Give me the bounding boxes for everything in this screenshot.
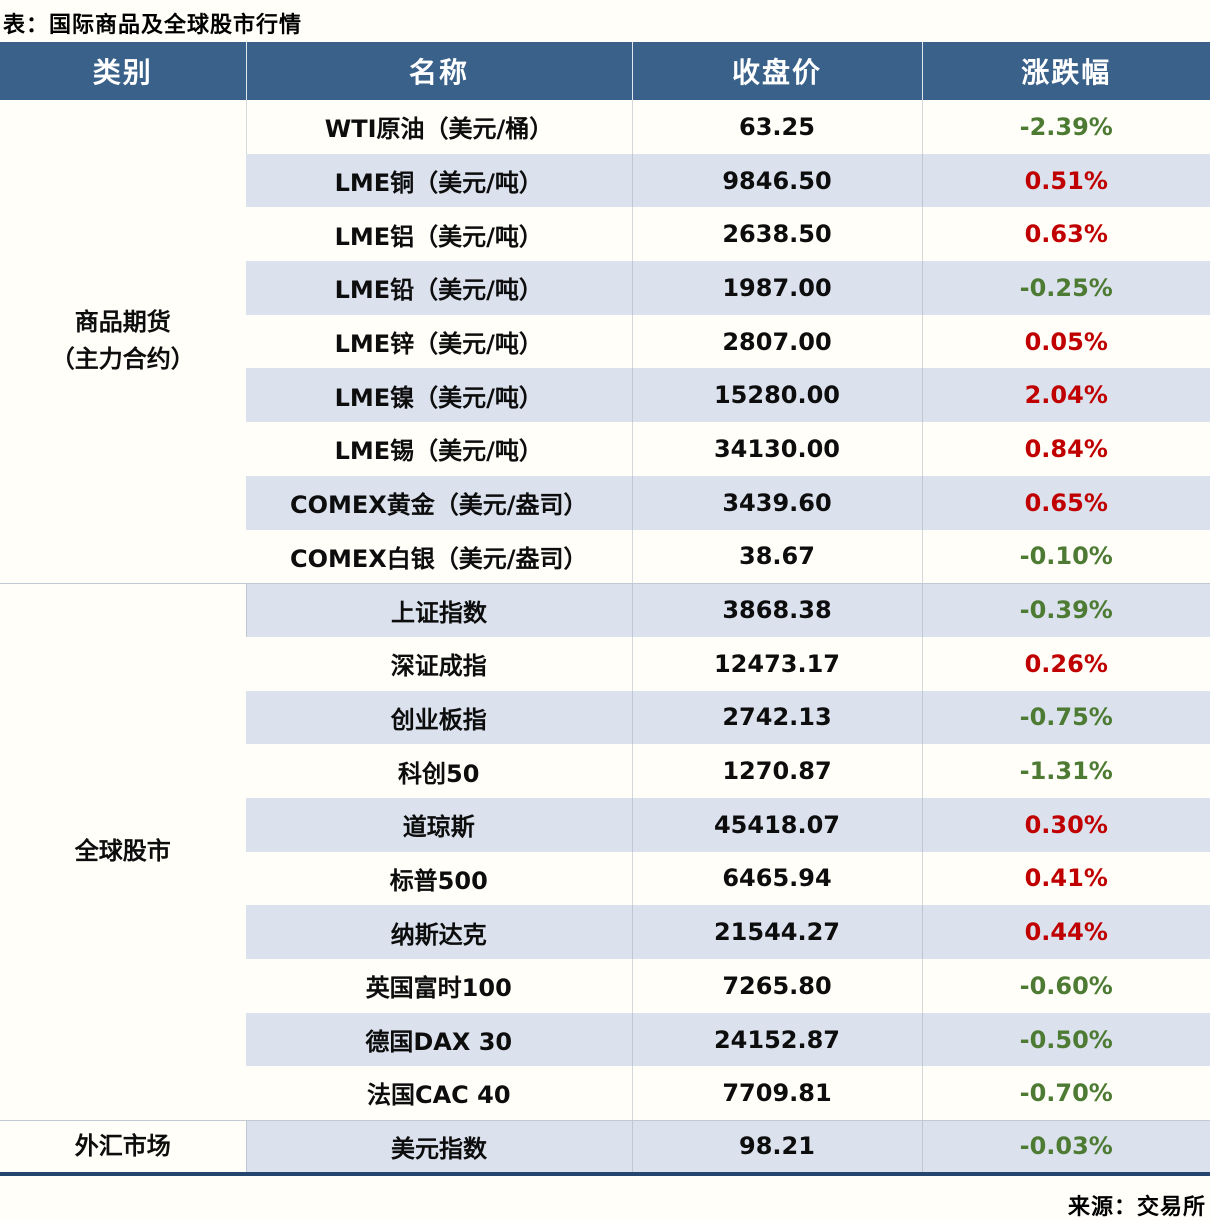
close-cell: 21544.27 [631,905,922,959]
header-row: 类别 名称 收盘价 涨跌幅 [0,42,1210,100]
name-cell: COMEX白银（美元/盎司） [289,544,588,573]
change-cell: 0.51% [921,153,1210,208]
table-body: 商品期货 （主力合约） WTI原油（美元/桶） 63.25 -2.39% LME铜（美元… [0,100,1210,1174]
close-cell: 3439.60 [631,475,922,530]
close-cell: 12473.17 [631,636,922,691]
page-title: 表：国际商品及全球股市行情 [3,13,303,38]
change-cell: -0.10% [921,529,1210,584]
change-cell: -0.70% [921,1066,1210,1121]
close-cell: 38.67 [631,529,922,584]
close-cell: 45418.07 [631,797,922,852]
table-row: LME锌（美元/吨） 2807.00 0.05% [0,314,1210,369]
close-cell: 2638.50 [631,207,922,262]
table-row: 深证成指 12473.17 0.26% [0,636,1210,691]
close-cell: 15280.00 [631,368,922,423]
col-header-name: 名称 [245,42,632,100]
name-cell: 德国DAX 30 [246,1012,632,1067]
name-cell: 创业板指 [246,690,632,745]
table-row: COMEX黄金（美元/盎司） 3439.60 0.65% [0,475,1210,530]
name-cell: WTI原油（美元/桶） [245,100,632,154]
col-header-close: 收盘价 [631,42,922,100]
name-cell: 标普500 [389,866,488,895]
close-cell: 7709.81 [631,1066,922,1121]
close-cell: 63.25 [631,100,922,154]
table-row: 法国CAC 40 7709.81 -0.70% [0,1066,1210,1121]
close-cell: 9846.50 [631,153,922,208]
change-cell: -2.39% [921,100,1210,154]
change-cell: -0.60% [921,959,1210,1013]
change-cell: 0.63% [921,207,1210,262]
close-cell: 2742.13 [631,690,922,745]
table-row: 德国DAX 30 24152.87 -0.50% [0,1012,1210,1067]
name-cell: 美元指数 [245,1119,632,1174]
table-row: 全球股市 上证指数 3868.38 -0.39% [0,582,1210,1121]
close-cell: 98.21 [631,1119,922,1174]
table-row: 纳斯达克 21544.27 0.44% [0,905,1210,959]
close-cell: 2807.00 [631,314,922,369]
close-cell: 34130.00 [631,422,922,476]
table-row: 标普500 6465.94 0.41% [0,851,1210,906]
change-cell: -0.50% [921,1012,1210,1067]
close-cell: 1987.00 [631,261,922,315]
category-cell: 商品期货 （主力合约） [50,308,195,374]
table-row: 商品期货 （主力合约） WTI原油（美元/桶） 63.25 -2.39% [0,100,1210,373]
change-cell: 2.04% [921,368,1210,423]
name-cell: LME锌（美元/吨） [334,330,543,359]
close-cell: 7265.80 [631,959,922,1013]
change-cell: 0.84% [921,422,1210,476]
table-row: LME锡（美元/吨） 34130.00 0.84% [0,422,1210,476]
name-cell: 科创50 [398,759,480,788]
name-cell: 英国富时100 [365,974,512,1003]
table-row: LME铝（美元/吨） 2638.50 0.63% [0,207,1210,262]
name-cell: LME镍（美元/吨） [246,368,632,423]
source-label: 来源：交易所 [1067,1195,1206,1220]
change-cell: 0.41% [921,851,1210,906]
table-row: 英国富时100 7265.80 -0.60% [0,959,1210,1013]
name-cell: 道琼斯 [246,797,632,852]
col-header-category: 类别 [0,42,246,100]
name-cell: 深证成指 [390,652,487,681]
table-row: COMEX白银（美元/盎司） 38.67 -0.10% [0,529,1210,584]
change-cell: 0.44% [921,905,1210,959]
name-cell: 上证指数 [245,582,632,637]
table-row: 科创50 1270.87 -1.31% [0,744,1210,798]
name-cell: COMEX黄金（美元/盎司） [246,475,632,530]
close-cell: 24152.87 [631,1012,922,1067]
change-cell: -0.03% [921,1119,1210,1174]
table-row: LME镍（美元/吨） 15280.00 2.04% [0,368,1210,423]
change-cell: -0.39% [921,582,1210,637]
name-cell: LME铝（美元/吨） [334,222,543,251]
change-cell: 0.26% [921,636,1210,691]
close-cell: 1270.87 [631,744,922,798]
col-header-change: 涨跌幅 [921,42,1210,100]
change-cell: 0.30% [921,797,1210,852]
category-cell: 外汇市场 [0,1119,246,1174]
table-row: 道琼斯 45418.07 0.30% [0,797,1210,852]
category-cell: 全球股市 [0,582,246,1121]
table-row: LME铅（美元/吨） 1987.00 -0.25% [0,261,1210,315]
change-cell: -0.75% [921,690,1210,745]
close-cell: 6465.94 [631,851,922,906]
name-cell: LME铅（美元/吨） [246,261,632,315]
name-cell: LME锡（美元/吨） [334,437,543,466]
change-cell: 0.65% [921,475,1210,530]
table-row: LME铜（美元/吨） 9846.50 0.51% [0,153,1210,208]
close-cell: 3868.38 [631,582,922,637]
table-row: 创业板指 2742.13 -0.75% [0,690,1210,745]
change-cell: -0.25% [921,261,1210,315]
name-cell: 法国CAC 40 [366,1081,511,1110]
change-cell: 0.05% [921,314,1210,369]
name-cell: 纳斯达克 [246,905,632,959]
name-cell: LME铜（美元/吨） [246,153,632,208]
table-header: 类别 名称 收盘价 涨跌幅 [0,42,1210,100]
table-row: 外汇市场 美元指数 98.21 -0.03% [0,1119,1210,1174]
market-table: 类别 名称 收盘价 涨跌幅 商品期货 （主力合约） WTI原油（美元/桶） 63.2… [0,42,1210,1176]
change-cell: -1.31% [921,744,1210,798]
